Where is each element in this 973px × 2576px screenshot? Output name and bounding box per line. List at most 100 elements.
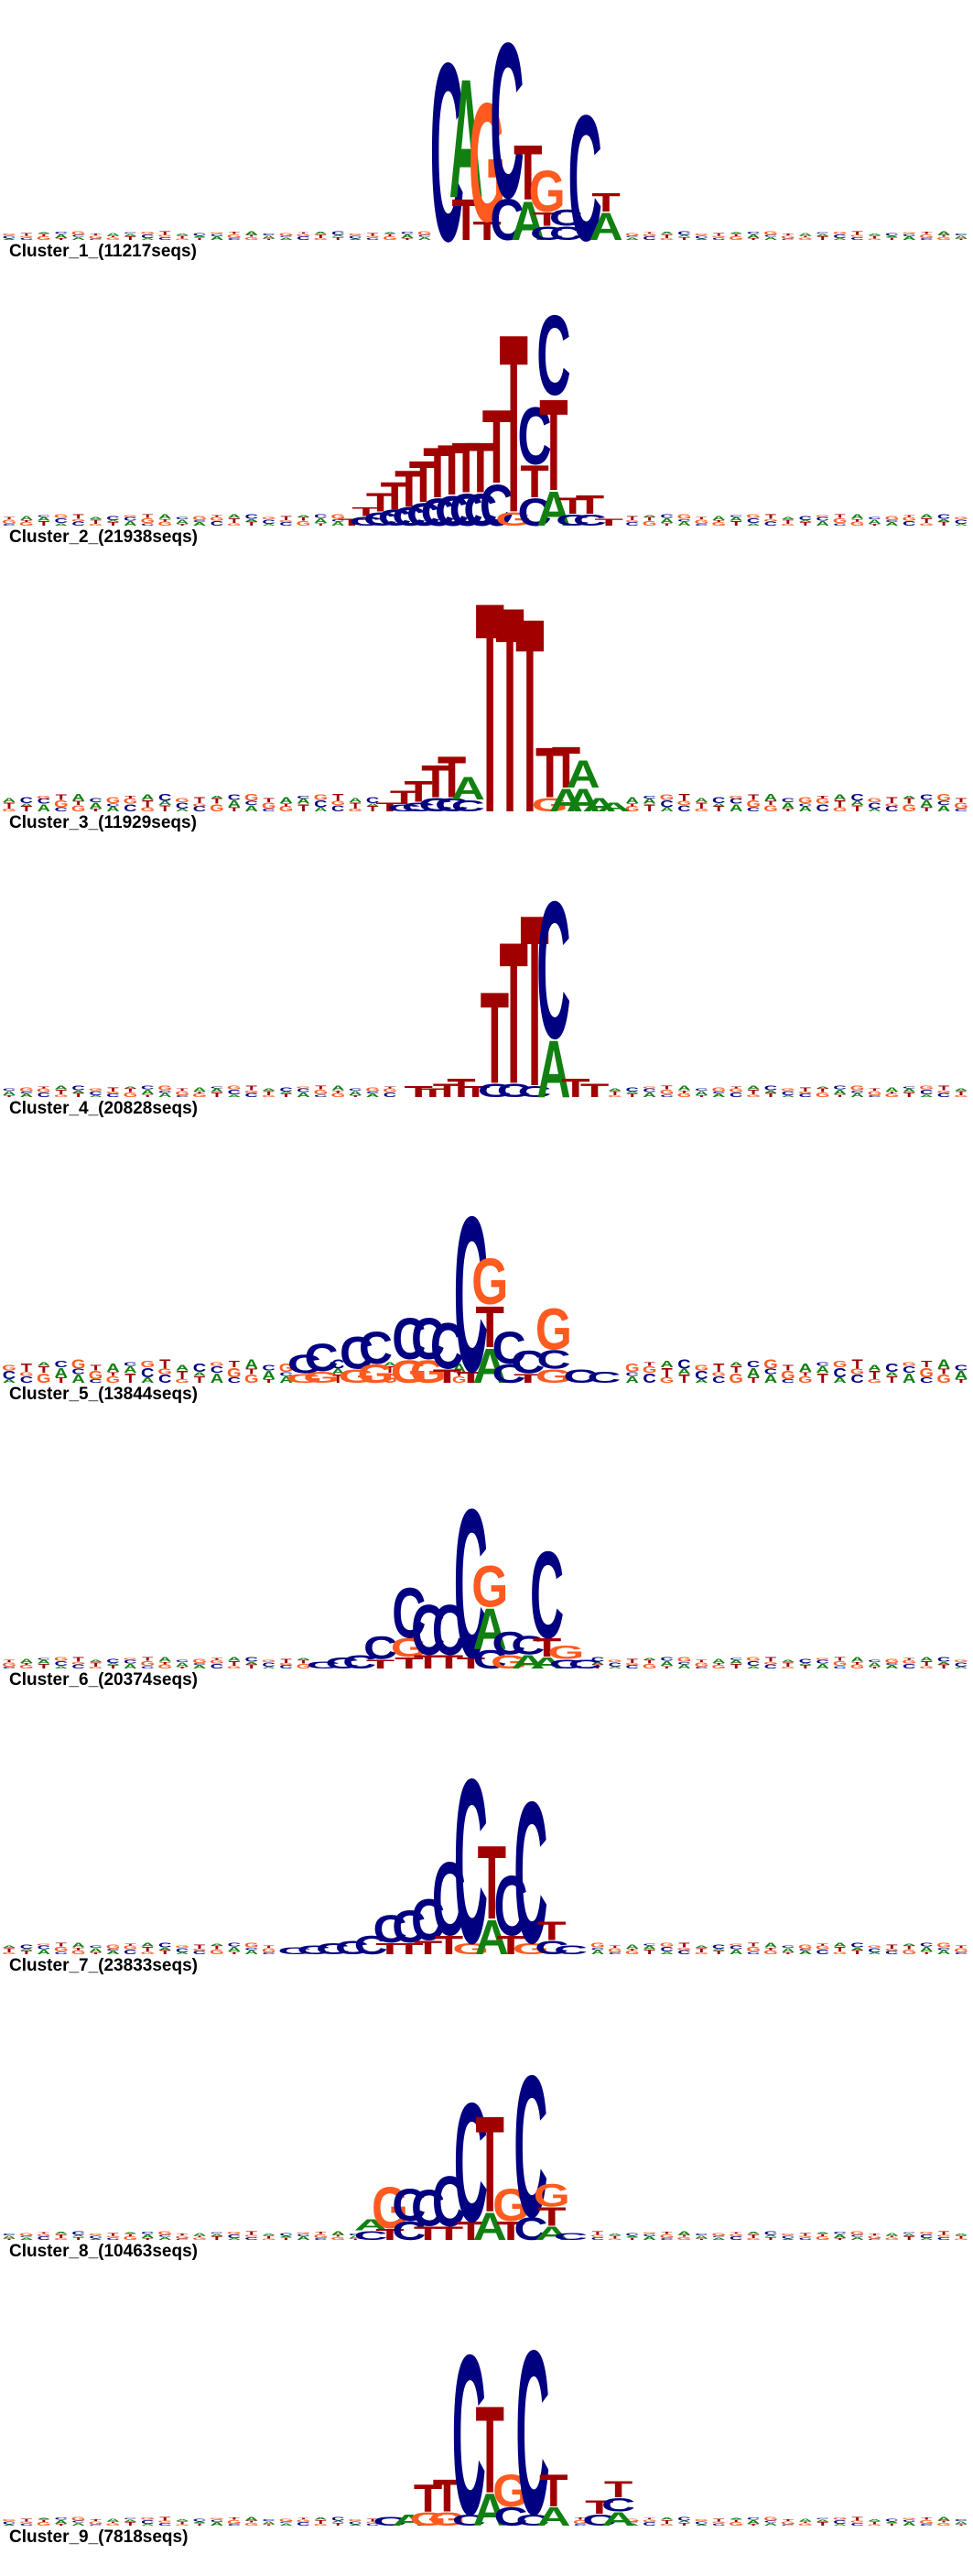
logo-letter-c: C: [366, 2523, 380, 2527]
logo-letter-c: C: [850, 2522, 864, 2527]
logo-letter-c: C: [850, 1941, 864, 1950]
logo-letter-g: G: [157, 521, 172, 527]
logo-letter-c: C: [316, 1940, 350, 1958]
logo-letter-t: T: [142, 1946, 154, 1954]
logo-letter-g: G: [936, 1090, 951, 1093]
logo-letter-a: A: [38, 232, 50, 234]
logo-letter-t: T: [903, 1945, 914, 1951]
logo-letter-a: A: [885, 235, 898, 237]
logo-letter-a: A: [920, 2237, 933, 2240]
logo-letter-a: A: [124, 2519, 137, 2523]
logo-letter-t: T: [835, 1946, 847, 1954]
logo-letter-a: A: [677, 1664, 691, 1670]
logo-letter-g: G: [330, 513, 345, 521]
logo-letter-c: C: [601, 2494, 635, 2516]
logo-letter-a: A: [418, 236, 432, 241]
logo-letter-t: T: [395, 1654, 424, 1672]
logo-letter-c: C: [885, 2518, 899, 2523]
logo-letter-a: A: [124, 1086, 136, 1089]
logo-letter-c: C: [643, 2521, 656, 2527]
logo-letter-t: T: [395, 1940, 424, 1958]
logo-letter-c: C: [625, 235, 638, 237]
logo-letter-c: C: [747, 2516, 761, 2520]
logo-letter-t: T: [800, 1372, 811, 1377]
logo-letter-g: G: [262, 2238, 276, 2240]
logo-letter-g: G: [868, 1091, 882, 1097]
logo-letter-t: T: [800, 2521, 812, 2523]
logo-letter-t: T: [869, 1088, 880, 1092]
logo-letter-g: G: [71, 1950, 86, 1956]
logo-letter-t: T: [421, 755, 449, 807]
logo-letter-t: T: [159, 1356, 170, 1372]
logo-letter-g: G: [227, 234, 242, 239]
logo-letter-g: G: [643, 234, 657, 237]
logo-letter-c: C: [297, 2521, 310, 2527]
logo-letter-c: C: [885, 1951, 899, 1956]
logo-letter-c: C: [3, 1368, 16, 1382]
logo-letter-a: A: [712, 2237, 726, 2241]
logo-letter-a: A: [38, 1948, 51, 1956]
logo-letter-a: A: [782, 1659, 795, 1663]
logo-letter-g: G: [262, 516, 276, 520]
logo-letter-a: A: [475, 1911, 509, 1960]
logo-letter-a: A: [850, 1656, 864, 1664]
logo-letter-g: G: [244, 2522, 259, 2527]
logo-letter-a: A: [643, 2235, 656, 2241]
logo-letter-t: T: [644, 802, 655, 814]
logo-letter-c: C: [106, 1093, 120, 1099]
logo-letter-c: C: [587, 1368, 621, 1386]
logo-letter-a: A: [903, 2521, 916, 2527]
logo-letter-c: C: [277, 1945, 311, 1956]
logo-letter-a: A: [799, 233, 813, 237]
logo-letter-g: G: [660, 1942, 675, 1948]
logo-letter-g: G: [140, 1951, 155, 1955]
logo-letter-a: A: [816, 2519, 830, 2523]
logo-letter-t: T: [765, 2236, 776, 2241]
logo-letter-a: A: [695, 1091, 708, 1097]
logo-letter-g: G: [763, 1661, 778, 1665]
logo-letter-c: C: [349, 514, 383, 528]
logo-letter-t: T: [903, 2235, 914, 2241]
logo-letter-t: T: [594, 516, 623, 527]
logo-letter-g: G: [279, 520, 294, 523]
logo-letter-t: T: [124, 1943, 136, 1946]
logo-letter-c: C: [3, 2520, 16, 2525]
logo-letter-t: T: [461, 1082, 491, 1101]
logo-letter-g: G: [936, 2522, 951, 2527]
logo-letter-a: A: [903, 1370, 916, 1386]
logo-letter-t: T: [644, 2517, 656, 2519]
logo-letter-c: C: [764, 1368, 777, 1376]
logo-letter-a: A: [3, 1091, 16, 1097]
logo-letter-c: C: [279, 1372, 293, 1377]
logo-letter-t: T: [713, 1362, 725, 1375]
logo-letter-c: C: [730, 1945, 743, 1951]
logo-letter-g: G: [348, 2518, 362, 2521]
logo-letter-t: T: [661, 2231, 672, 2234]
logo-letter-g: G: [106, 237, 121, 241]
logo-letter-t: T: [938, 521, 949, 527]
logo-letter-t: T: [380, 474, 409, 518]
logo-letter-t: T: [644, 1362, 655, 1367]
logo-letter-g: G: [244, 1090, 259, 1093]
logo-letter-c: C: [937, 1092, 951, 1099]
logo-letter-t: T: [414, 1937, 442, 1959]
logo-letter-g: G: [210, 802, 224, 814]
logo-letter-c: C: [449, 484, 483, 531]
logo-letter-a: A: [747, 234, 761, 239]
logo-letter-g: G: [919, 2231, 934, 2234]
logo-letter-a: A: [955, 2233, 968, 2235]
logo-letter-a: A: [747, 1666, 761, 1669]
logo-letter-t: T: [297, 232, 309, 234]
logo-letter-g: G: [868, 1945, 882, 1949]
logo-letter-g: G: [885, 2237, 900, 2241]
logo-letter-c: C: [228, 1089, 242, 1097]
logo-letter-t: T: [851, 1661, 862, 1665]
logo-letter-c: C: [955, 808, 968, 812]
logo-letter-g: G: [798, 1944, 813, 1951]
logo-letter-a: A: [211, 1370, 224, 1386]
logo-letter-c: C: [124, 1362, 137, 1367]
logo-letter-a: A: [850, 1947, 864, 1951]
logo-letter-t: T: [264, 1945, 275, 1949]
logo-letter-g: G: [850, 521, 865, 527]
